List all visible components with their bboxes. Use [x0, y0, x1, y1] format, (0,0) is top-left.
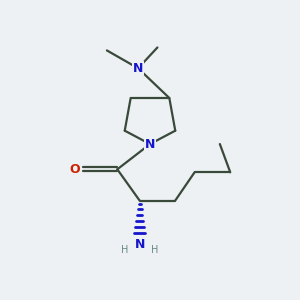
Text: O: O	[70, 163, 80, 176]
Text: N: N	[133, 62, 143, 75]
Text: H: H	[151, 245, 158, 255]
Text: H: H	[121, 245, 128, 255]
Text: N: N	[134, 238, 145, 251]
Text: N: N	[145, 138, 155, 151]
